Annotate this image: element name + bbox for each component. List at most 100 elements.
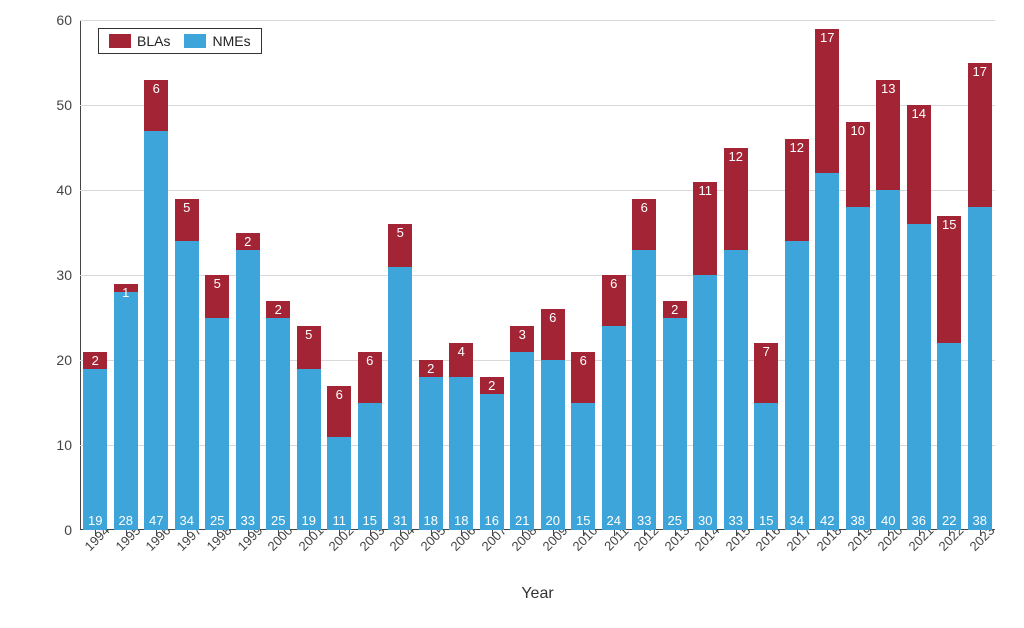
bar-value-label: 2 <box>266 302 290 317</box>
y-tick-label: 20 <box>56 352 80 368</box>
bar-segment-nmes: 18 <box>419 377 443 530</box>
bar-column: 246 <box>602 275 626 530</box>
bar-segment-blas: 2 <box>419 360 443 377</box>
bar-segment-blas: 14 <box>907 105 931 224</box>
bar-value-label: 38 <box>846 513 870 528</box>
bar-segment-nmes: 33 <box>236 250 260 531</box>
bar-value-label: 6 <box>144 81 168 96</box>
bar-value-label: 20 <box>541 513 565 528</box>
bar-value-label: 28 <box>114 513 138 528</box>
bar-segment-blas: 2 <box>236 233 260 250</box>
bar-column: 162 <box>480 377 504 530</box>
bar-segment-nmes: 25 <box>205 318 229 531</box>
bar-segment-blas: 6 <box>144 80 168 131</box>
bar-segment-blas: 6 <box>541 309 565 360</box>
bar-segment-nmes: 18 <box>449 377 473 530</box>
bar-segment-nmes: 36 <box>907 224 931 530</box>
bar-column: 18 4 <box>449 343 473 530</box>
y-tick-label: 50 <box>56 97 80 113</box>
bar-segment-blas: 6 <box>602 275 626 326</box>
bar-column: 20 6 <box>541 309 565 530</box>
y-tick-label: 30 <box>56 267 80 283</box>
bar-value-label: 33 <box>724 513 748 528</box>
bar-segment-blas: 2 <box>83 352 107 369</box>
bar-column: 19 5 <box>297 326 321 530</box>
bar-value-label: 34 <box>785 513 809 528</box>
bar-value-label: 10 <box>846 123 870 138</box>
bar-segment-nmes: 15 <box>754 403 778 531</box>
bar-segment-blas: 4 <box>449 343 473 377</box>
bar-value-label: 31 <box>388 513 412 528</box>
bar-segment-blas: 1 <box>114 284 138 293</box>
bar-column: 157 <box>754 343 778 530</box>
bar-segment-nmes: 11 <box>327 437 351 531</box>
bar-value-label: 18 <box>449 513 473 528</box>
bar-column: 47 6 <box>144 80 168 531</box>
bar-column: 21 3 <box>510 326 534 530</box>
bar-value-label: 42 <box>815 513 839 528</box>
bar-column: 18 2 <box>419 360 443 530</box>
y-tick-label: 0 <box>64 522 80 538</box>
bar-column: 252 <box>266 301 290 531</box>
bar-segment-nmes: 21 <box>510 352 534 531</box>
bar-segment-nmes: 34 <box>175 241 199 530</box>
bar-column: 3011 <box>693 182 717 531</box>
bar-segment-blas: 12 <box>724 148 748 250</box>
bar-column: 28 1 <box>114 284 138 531</box>
bar-column: 315 <box>388 224 412 530</box>
bar-column: 33 2 <box>236 233 260 531</box>
bar-value-label: 3 <box>510 327 534 342</box>
bar-value-label: 34 <box>175 513 199 528</box>
bar-value-label: 11 <box>327 513 351 528</box>
bar-segment-nmes: 47 <box>144 131 168 531</box>
bar-segment-nmes: 40 <box>876 190 900 530</box>
bar-value-label: 22 <box>937 513 961 528</box>
bar-segment-nmes: 16 <box>480 394 504 530</box>
bar-value-label: 6 <box>541 310 565 325</box>
bar-column: 252 <box>663 301 687 531</box>
bar-value-label: 18 <box>419 513 443 528</box>
bar-segment-nmes: 28 <box>114 292 138 530</box>
bar-column: 11 6 <box>327 386 351 531</box>
bar-value-label: 33 <box>632 513 656 528</box>
bar-column: 4013 <box>876 80 900 531</box>
legend-label: BLAs <box>137 33 170 49</box>
grid-line <box>80 20 995 21</box>
bar-value-label: 16 <box>480 513 504 528</box>
bar-column: 25 5 <box>205 275 229 530</box>
bar-column: 156 <box>571 352 595 531</box>
bar-value-label: 6 <box>358 353 382 368</box>
bar-value-label: 17 <box>815 30 839 45</box>
bar-value-label: 6 <box>571 353 595 368</box>
bar-value-label: 5 <box>297 327 321 342</box>
bar-segment-nmes: 19 <box>297 369 321 531</box>
bar-value-label: 6 <box>327 387 351 402</box>
bar-column: 192 <box>83 352 107 531</box>
bar-segment-blas: 12 <box>785 139 809 241</box>
bar-value-label: 33 <box>236 513 260 528</box>
bar-value-label: 2 <box>663 302 687 317</box>
bar-segment-nmes: 24 <box>602 326 626 530</box>
bar-segment-nmes: 19 <box>83 369 107 531</box>
bar-value-label: 12 <box>785 140 809 155</box>
bar-segment-blas: 17 <box>968 63 992 208</box>
bar-segment-nmes: 20 <box>541 360 565 530</box>
bar-segment-nmes: 34 <box>785 241 809 530</box>
bar-segment-nmes: 38 <box>846 207 870 530</box>
bar-value-label: 11 <box>693 183 717 198</box>
bar-value-label: 40 <box>876 513 900 528</box>
bar-value-label: 25 <box>205 513 229 528</box>
bar-value-label: 21 <box>510 513 534 528</box>
bar-segment-blas: 2 <box>663 301 687 318</box>
bar-value-label: 5 <box>205 276 229 291</box>
legend-label: NMEs <box>212 33 250 49</box>
bar-segment-blas: 6 <box>327 386 351 437</box>
plot-area: 0102030405060199419219952811996476199734… <box>80 20 995 530</box>
y-tick-label: 60 <box>56 12 80 28</box>
bar-segment-blas: 6 <box>571 352 595 403</box>
bar-segment-blas: 5 <box>205 275 229 318</box>
bar-segment-blas: 15 <box>937 216 961 344</box>
bar-segment-blas: 5 <box>175 199 199 242</box>
bar-segment-blas: 3 <box>510 326 534 352</box>
bar-segment-nmes: 22 <box>937 343 961 530</box>
